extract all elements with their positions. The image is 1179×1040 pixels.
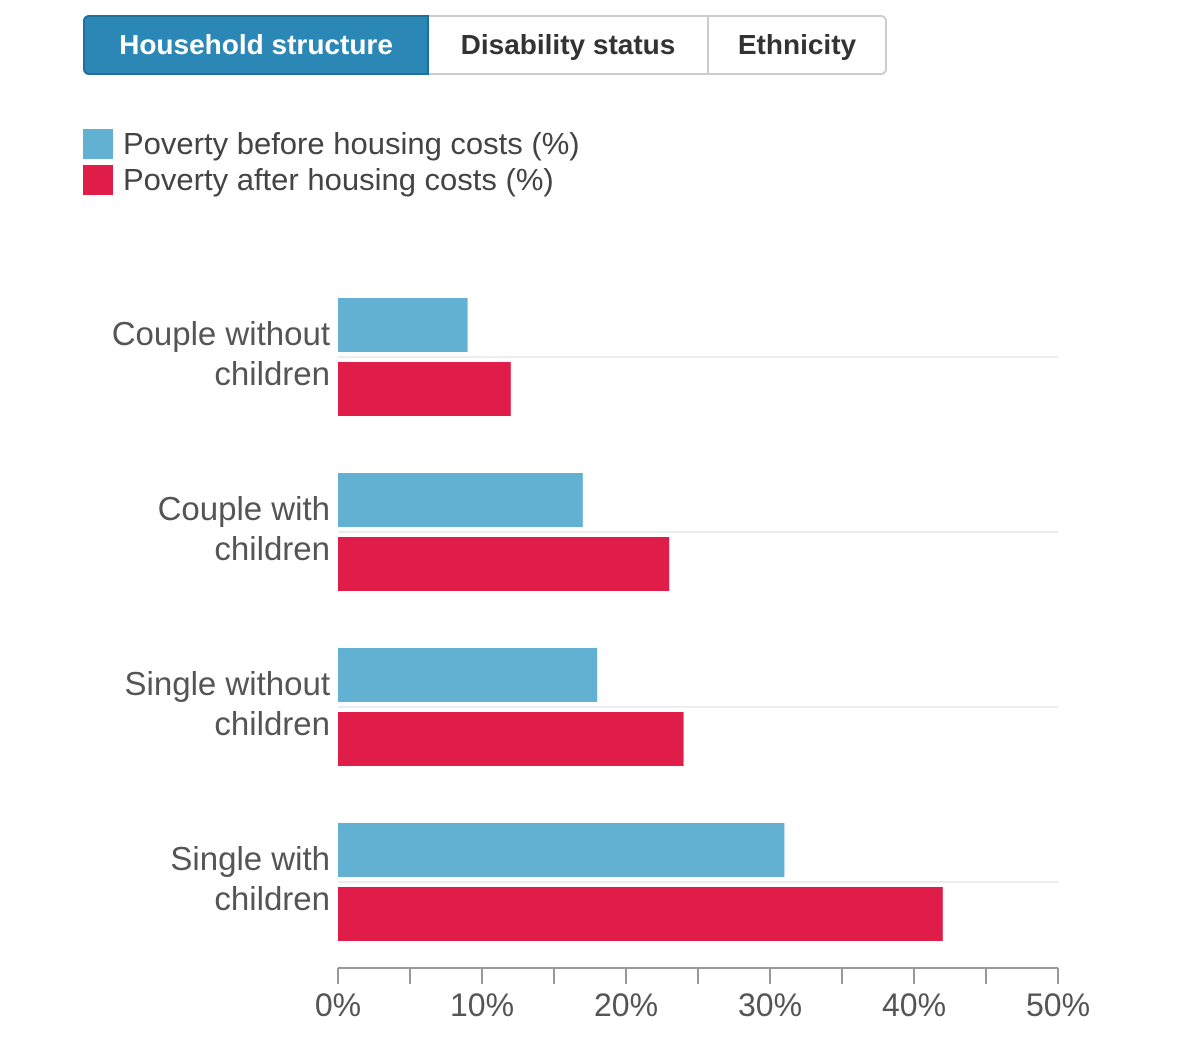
- category-label-line: children: [214, 530, 330, 567]
- category-label: Couple without children: [112, 315, 330, 392]
- legend-swatch-before: [83, 129, 113, 159]
- x-tick-label: 40%: [882, 987, 946, 1023]
- x-tick-label: 50%: [1026, 987, 1090, 1023]
- bar-after-housing-costs: [338, 362, 511, 416]
- category-label-line: Single without: [125, 665, 330, 702]
- bar-before-housing-costs: [338, 648, 598, 702]
- bar-before-housing-costs: [338, 823, 785, 877]
- category-label-line: children: [214, 880, 330, 917]
- legend: Poverty before housing costs (%) Poverty…: [83, 126, 580, 198]
- legend-swatch-after: [83, 165, 113, 195]
- legend-item-before: Poverty before housing costs (%): [83, 126, 580, 162]
- category-label: Single without children: [125, 665, 330, 742]
- bar-after-housing-costs: [338, 537, 670, 591]
- legend-label-before: Poverty before housing costs (%): [123, 126, 580, 161]
- x-tick-label: 0%: [315, 987, 361, 1023]
- category-label-line: Single with: [170, 840, 330, 877]
- bar-after-housing-costs: [338, 712, 684, 766]
- category-label-line: children: [214, 355, 330, 392]
- category-label-line: Couple without: [112, 315, 330, 352]
- bar-before-housing-costs: [338, 298, 468, 352]
- category-label-line: children: [214, 705, 330, 742]
- x-tick-label: 30%: [738, 987, 802, 1023]
- tab-household-structure[interactable]: Household structure: [83, 15, 429, 75]
- legend-label-after: Poverty after housing costs (%): [123, 162, 554, 197]
- tab-ethnicity[interactable]: Ethnicity: [709, 15, 887, 75]
- category-label: Single with children: [170, 840, 330, 917]
- category-label: Couple with children: [158, 490, 330, 567]
- tab-bar: Household structure Disability status Et…: [83, 15, 887, 75]
- tab-disability-status[interactable]: Disability status: [429, 15, 709, 75]
- x-tick-label: 10%: [450, 987, 514, 1023]
- bar-after-housing-costs: [338, 887, 943, 941]
- legend-item-after: Poverty after housing costs (%): [83, 162, 580, 198]
- category-label-line: Couple with: [158, 490, 330, 527]
- x-tick-label: 20%: [594, 987, 658, 1023]
- bar-before-housing-costs: [338, 473, 583, 527]
